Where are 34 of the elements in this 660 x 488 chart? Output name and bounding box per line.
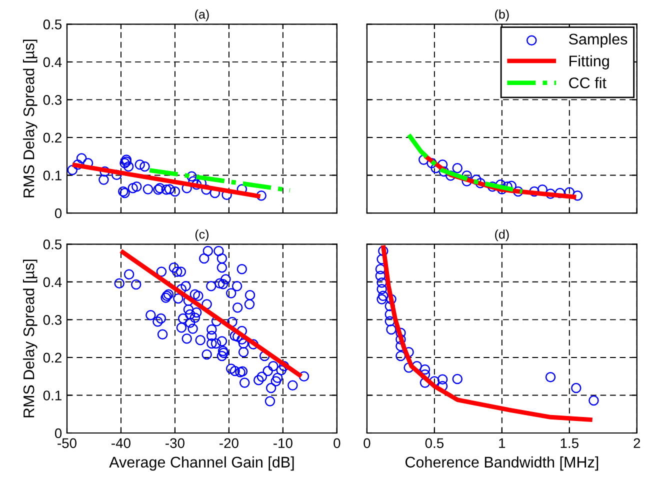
chart-title: (a) [195,10,209,22]
y-tick-label: 0 [54,208,62,218]
x-axis-title: Average Channel Gain [dB] [109,456,294,471]
x-tick-label: 2 [634,438,640,448]
y-tick-label: 0.1 [43,170,62,180]
x-tick-label: -20 [220,438,238,448]
x-tick-label: 0 [364,438,370,448]
y-tick-label: 0 [54,428,62,438]
y-axis-title: RMS Delay Spread [µs] [23,40,38,198]
y-tick-label: 0.5 [43,239,62,250]
chart-title: (d) [495,230,509,242]
chart-title: (c) [195,230,208,242]
x-tick-label: 0 [334,438,340,448]
x-axis-title: Coherence Bandwidth [MHz] [405,456,598,471]
chart-title: (b) [495,10,509,22]
y-tick-label: 0.5 [43,19,62,30]
x-tick-label: -40 [112,438,130,448]
y-tick-label: 0.1 [43,390,62,400]
y-tick-label: 0.3 [43,95,62,105]
y-tick-label: 0.4 [43,277,62,288]
x-tick-label: 1.5 [560,438,578,448]
y-tick-label: 0.2 [43,132,62,143]
legend-label: CC fit [569,77,606,88]
legend-label: Fitting [570,55,609,70]
legend-label: Samples [568,33,628,48]
y-tick-label: 0.2 [43,352,62,363]
x-tick-label: -30 [166,438,184,448]
x-tick-label: -50 [58,438,76,448]
y-tick-label: 0.4 [43,57,62,68]
y-tick-label: 0.3 [43,315,62,325]
y-axis-title: RMS Delay Spread [µs] [23,260,38,418]
x-tick-label: 1 [499,438,506,448]
x-tick-label: 0.5 [425,438,444,448]
x-tick-label: -10 [274,438,292,448]
